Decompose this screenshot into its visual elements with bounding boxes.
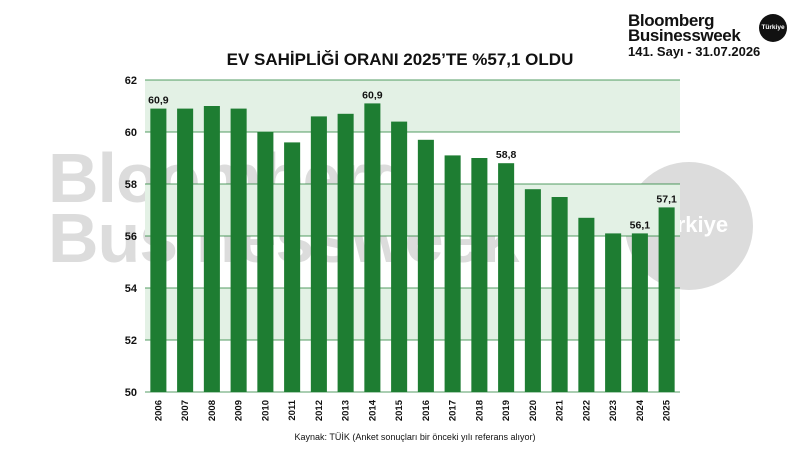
bar bbox=[631, 233, 648, 392]
bar bbox=[284, 142, 301, 392]
y-tick-label: 54 bbox=[125, 283, 138, 295]
data-labels: 60,9 60,9 58,8 56,1 57,1 bbox=[148, 89, 677, 231]
x-tick-label: 2016 bbox=[421, 400, 432, 421]
y-tick-label: 60 bbox=[125, 127, 137, 139]
bar bbox=[444, 155, 461, 392]
bar bbox=[551, 197, 568, 392]
bar bbox=[498, 163, 515, 392]
bar bbox=[150, 108, 167, 392]
bar bbox=[417, 139, 434, 392]
data-label: 58,8 bbox=[496, 149, 517, 161]
y-tick-label: 58 bbox=[125, 179, 137, 191]
bar bbox=[337, 113, 354, 393]
x-tick-label: 2014 bbox=[367, 399, 378, 421]
y-tick-label: 56 bbox=[125, 231, 137, 243]
y-tick-label: 62 bbox=[125, 75, 137, 87]
x-tick-label: 2007 bbox=[180, 400, 191, 421]
x-tick-label: 2025 bbox=[662, 399, 673, 421]
x-tick-label: 2018 bbox=[474, 400, 485, 421]
x-tick-label: 2021 bbox=[555, 399, 566, 421]
bar bbox=[310, 116, 327, 393]
x-tick-label: 2019 bbox=[501, 400, 512, 421]
x-tick-label: 2009 bbox=[234, 400, 245, 421]
x-tick-label: 2022 bbox=[581, 400, 592, 421]
chart-title: EV SAHİPLİĞİ ORANI 2025’TE %57,1 OLDU bbox=[226, 50, 574, 69]
bar bbox=[257, 132, 274, 392]
y-tick-label: 52 bbox=[125, 335, 137, 347]
bar bbox=[177, 108, 194, 392]
chart-band bbox=[145, 288, 680, 340]
bar bbox=[524, 189, 541, 392]
x-tick-label: 2011 bbox=[287, 399, 298, 420]
turkiye-badge: Türkiye bbox=[759, 14, 787, 42]
x-tick-label: 2015 bbox=[394, 399, 405, 421]
chart-bands bbox=[145, 80, 680, 340]
x-tick-label: 2008 bbox=[207, 400, 218, 421]
bar bbox=[364, 103, 381, 393]
issue-info: 141. Sayı - 31.07.2026 bbox=[628, 44, 761, 59]
data-label: 57,1 bbox=[656, 193, 677, 205]
x-axis-labels: 2006 2007 2008 2009 2010 2011 2012 2013 2014 2015… bbox=[153, 399, 672, 421]
bar bbox=[658, 207, 675, 392]
chart-band bbox=[145, 80, 680, 132]
x-tick-label: 2010 bbox=[260, 400, 271, 421]
chart-bars bbox=[150, 103, 675, 393]
data-label: 56,1 bbox=[630, 219, 651, 231]
bar bbox=[391, 121, 408, 392]
data-label: 60,9 bbox=[362, 89, 383, 101]
brand-line2: Businessweek bbox=[628, 26, 741, 45]
x-tick-label: 2017 bbox=[448, 400, 459, 421]
x-tick-label: 2006 bbox=[153, 400, 164, 421]
y-axis-labels: 50 52 54 56 58 60 62 bbox=[125, 75, 138, 399]
x-tick-label: 2013 bbox=[341, 400, 352, 421]
bar bbox=[471, 158, 488, 392]
x-tick-label: 2012 bbox=[314, 400, 325, 421]
bar bbox=[203, 106, 220, 392]
x-tick-label: 2024 bbox=[635, 399, 646, 421]
data-label: 60,9 bbox=[148, 95, 169, 107]
y-tick-label: 50 bbox=[125, 387, 137, 399]
x-tick-label: 2020 bbox=[528, 400, 539, 421]
bar bbox=[230, 108, 247, 392]
brand-logo: Bloomberg Businessweek 141. Sayı - 31.07… bbox=[628, 11, 798, 60]
chart-source: Kaynak: TÜİK (Anket sonuçları bir önceki… bbox=[294, 432, 536, 442]
bar bbox=[605, 233, 622, 392]
brand-line1: Bloomberg bbox=[628, 11, 715, 30]
chart-band bbox=[145, 184, 680, 236]
x-tick-label: 2023 bbox=[608, 400, 619, 421]
bar bbox=[578, 217, 595, 392]
